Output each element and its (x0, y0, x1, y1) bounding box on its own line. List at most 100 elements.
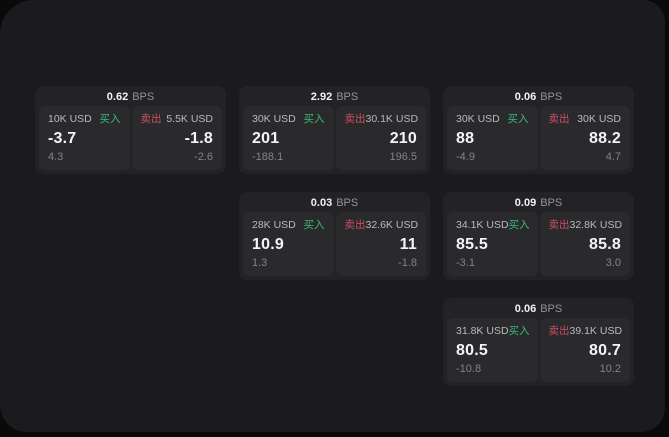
buy-panel[interactable]: 30K USD 买入 88 -4.9 (447, 106, 538, 170)
sell-panel[interactable]: 卖出 5.5K USD -1.8 -2.6 (131, 106, 222, 170)
buy-side-label: 买入 (99, 113, 121, 125)
sell-amount: 39.1K USD (569, 325, 623, 337)
buy-amount: 28K USD (252, 219, 296, 231)
bps-value: 0.62 (106, 91, 129, 103)
sell-price: 11 (399, 235, 417, 253)
sell-top-row: 卖出 30.1K USD (344, 113, 419, 126)
buy-top-row: 34.1K USD 买入 (456, 219, 530, 232)
quote-card[interactable]: 0.06 BPS 31.8K USD 买入 80.5 -10.8 卖出 39.1… (443, 298, 634, 386)
sell-side-label: 卖出 (344, 113, 366, 125)
quote-card[interactable]: 0.03 BPS 28K USD 买入 10.9 1.3 卖出 32.6K US… (239, 192, 430, 280)
buy-top-row: 30K USD 买入 (252, 113, 325, 126)
bps-value: 2.92 (310, 91, 333, 103)
card-header: 0.03 BPS (243, 194, 426, 212)
buy-side-label: 买入 (303, 113, 325, 125)
card-body: 31.8K USD 买入 80.5 -10.8 卖出 39.1K USD 80.… (447, 318, 630, 382)
buy-panel[interactable]: 28K USD 买入 10.9 1.3 (243, 212, 334, 276)
quote-card[interactable]: 0.06 BPS 30K USD 买入 88 -4.9 卖出 30K USD 8… (443, 86, 634, 174)
sell-top-row: 卖出 39.1K USD (548, 325, 623, 338)
buy-price: 85.5 (456, 235, 488, 253)
buy-amount: 30K USD (252, 113, 296, 125)
bps-value: 0.06 (514, 91, 537, 103)
sell-sub-value: 196.5 (389, 151, 417, 163)
sell-sub-value: -2.6 (194, 151, 213, 163)
buy-price: 10.9 (252, 235, 284, 253)
sell-top-row: 卖出 32.6K USD (344, 219, 419, 232)
card-body: 34.1K USD 买入 85.5 -3.1 卖出 32.8K USD 85.8… (447, 212, 630, 276)
buy-price: 80.5 (456, 341, 488, 359)
buy-side-label: 买入 (508, 325, 530, 337)
bps-value: 0.03 (310, 197, 333, 209)
sell-panel[interactable]: 卖出 39.1K USD 80.7 10.2 (539, 318, 630, 382)
bps-unit-label: BPS (540, 197, 563, 209)
sell-price: 80.7 (589, 341, 621, 359)
card-header: 0.06 BPS (447, 88, 630, 106)
buy-sub-value: -3.1 (456, 257, 475, 269)
bps-unit-label: BPS (540, 91, 563, 103)
buy-sub-value: -4.9 (456, 151, 475, 163)
sell-side-label: 卖出 (548, 219, 570, 231)
bps-unit-label: BPS (540, 303, 563, 315)
sell-amount: 30K USD (577, 113, 621, 125)
buy-amount: 10K USD (48, 113, 92, 125)
sell-panel[interactable]: 卖出 32.8K USD 85.8 3.0 (539, 212, 630, 276)
sell-sub-value: 3.0 (605, 257, 621, 269)
buy-panel[interactable]: 31.8K USD 买入 80.5 -10.8 (447, 318, 538, 382)
buy-price: -3.7 (48, 129, 77, 147)
bps-unit-label: BPS (336, 197, 359, 209)
buy-amount: 34.1K USD (456, 219, 509, 231)
buy-panel[interactable]: 34.1K USD 买入 85.5 -3.1 (447, 212, 538, 276)
bps-value: 0.06 (514, 303, 537, 315)
sell-panel[interactable]: 卖出 30K USD 88.2 4.7 (539, 106, 630, 170)
buy-sub-value: 4.3 (48, 151, 64, 163)
buy-panel[interactable]: 30K USD 买入 201 -188.1 (243, 106, 334, 170)
buy-sub-value: -188.1 (252, 151, 284, 163)
buy-amount: 31.8K USD (456, 325, 509, 337)
buy-sub-value: -10.8 (456, 363, 482, 375)
sell-side-label: 卖出 (548, 113, 570, 125)
sell-side-label: 卖出 (140, 113, 162, 125)
buy-amount: 30K USD (456, 113, 500, 125)
card-body: 30K USD 买入 88 -4.9 卖出 30K USD 88.2 4.7 (447, 106, 630, 170)
card-header: 2.92 BPS (243, 88, 426, 106)
card-header: 0.06 BPS (447, 300, 630, 318)
card-header: 0.62 BPS (39, 88, 222, 106)
buy-side-label: 买入 (507, 113, 529, 125)
sell-side-label: 卖出 (548, 325, 570, 337)
card-body: 30K USD 买入 201 -188.1 卖出 30.1K USD 210 1… (243, 106, 426, 170)
sell-amount: 5.5K USD (166, 113, 213, 125)
quote-card[interactable]: 0.09 BPS 34.1K USD 买入 85.5 -3.1 卖出 32.8K… (443, 192, 634, 280)
buy-top-row: 30K USD 买入 (456, 113, 529, 126)
buy-sub-value: 1.3 (252, 257, 268, 269)
quote-card[interactable]: 0.62 BPS 10K USD 买入 -3.7 4.3 卖出 5.5K USD… (35, 86, 226, 174)
sell-sub-value: 10.2 (599, 363, 621, 375)
quotes-grid: 0.62 BPS 10K USD 买入 -3.7 4.3 卖出 5.5K USD… (35, 86, 634, 386)
sell-panel[interactable]: 卖出 32.6K USD 11 -1.8 (335, 212, 426, 276)
card-body: 28K USD 买入 10.9 1.3 卖出 32.6K USD 11 -1.8 (243, 212, 426, 276)
card-body: 10K USD 买入 -3.7 4.3 卖出 5.5K USD -1.8 -2.… (39, 106, 222, 170)
sell-top-row: 卖出 30K USD (549, 113, 622, 126)
buy-side-label: 买入 (508, 219, 530, 231)
quote-card[interactable]: 2.92 BPS 30K USD 买入 201 -188.1 卖出 30.1K … (239, 86, 430, 174)
buy-top-row: 28K USD 买入 (252, 219, 325, 232)
sell-side-label: 卖出 (344, 219, 366, 231)
sell-amount: 30.1K USD (365, 113, 419, 125)
buy-top-row: 10K USD 买入 (48, 113, 121, 126)
sell-top-row: 卖出 5.5K USD (141, 113, 214, 126)
bps-unit-label: BPS (132, 91, 155, 103)
bps-unit-label: BPS (336, 91, 359, 103)
sell-sub-value: -1.8 (398, 257, 417, 269)
sell-panel[interactable]: 卖出 30.1K USD 210 196.5 (335, 106, 426, 170)
bps-value: 0.09 (514, 197, 537, 209)
buy-side-label: 买入 (303, 219, 325, 231)
sell-sub-value: 4.7 (605, 151, 621, 163)
buy-price: 201 (252, 129, 280, 147)
sell-price: 88.2 (589, 129, 621, 147)
sell-price: 210 (389, 129, 417, 147)
buy-price: 88 (456, 129, 475, 147)
sell-amount: 32.8K USD (569, 219, 623, 231)
sell-price: -1.8 (184, 129, 213, 147)
buy-panel[interactable]: 10K USD 买入 -3.7 4.3 (39, 106, 130, 170)
card-header: 0.09 BPS (447, 194, 630, 212)
